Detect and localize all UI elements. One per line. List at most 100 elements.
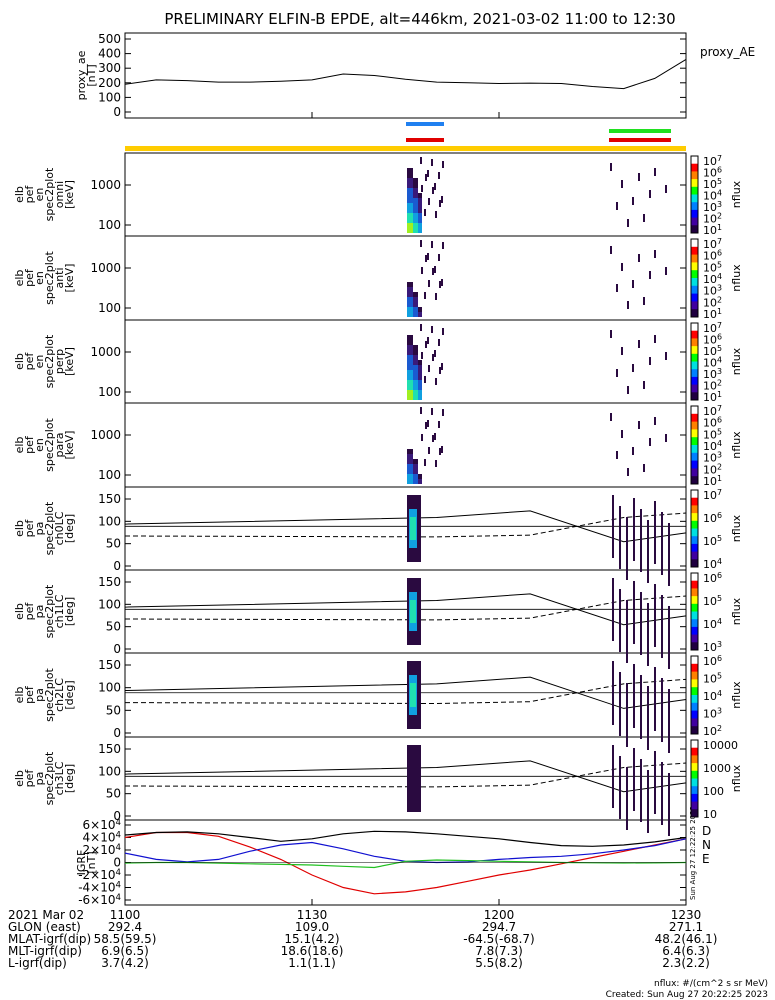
colorbar-tick: 104 [703,689,722,703]
colorbar-segment [691,619,698,628]
spectrogram-speck [621,347,623,355]
panel-ylabel: proxy_ae [75,50,88,100]
spectrogram-cell [413,469,418,474]
spectrogram-speck [627,468,629,476]
spectrogram-speck [435,378,437,385]
colorbar-tick: 106 [703,166,722,180]
colorbar-segment [691,421,698,430]
colorbar-tick: 107 [703,154,722,168]
colorbar-segment [691,747,698,756]
panel-ylabel: elb [13,353,26,370]
panel-ylabel: perp [53,349,66,374]
colorbar-frame [690,655,699,735]
footer-value: 1200 [484,908,515,922]
y-tick-label: 4×104 [83,831,121,845]
spectrogram-cell [413,183,418,188]
spectrogram-speck [424,376,426,383]
colorbar-tick: 107 [703,321,722,335]
spectrogram-speck [442,161,444,168]
colorbar-segment [691,262,698,271]
spectrogram-cell [407,340,413,345]
colorbar-segment [691,460,698,469]
y-tick-label: -6×104 [78,893,121,907]
colorbar-tick: 103 [703,200,722,214]
colorbar-label: nflux [730,347,743,375]
spectrogram-cell [407,213,413,218]
y-tick-label: 100 [98,681,121,695]
pa-core-inner [410,517,416,540]
panel-frame [124,569,687,654]
colorbar-frame [690,238,699,318]
panel-ylabel: para [53,433,66,458]
spectrogram-speck [420,240,422,247]
spectrogram-cell [418,203,422,208]
y-tick-label: 50 [106,703,121,717]
colorbar-tick: 102 [703,724,722,738]
spectrogram-speck [654,417,656,425]
spectrogram-cell [407,183,413,188]
y-tick-label: 0 [113,105,121,119]
footer-value: 7.8(7.3) [475,944,523,958]
pa-speck [640,592,642,655]
y-tick-label: 0 [113,642,121,656]
pa-speck [619,589,621,652]
spectrogram-speck [643,381,645,389]
panel-ylabel: omni [53,181,66,208]
colorbar-frame [690,489,699,568]
colorbar-segment [691,793,698,803]
spectrogram-cell [418,223,422,228]
spectrogram-speck [649,271,651,279]
colorbar-label: nflux [730,764,743,792]
colorbar-segment [691,536,698,545]
colorbar-segment [691,278,698,287]
legend-d: D [702,824,711,838]
panel-frame [124,736,687,821]
spectrogram-speck [439,281,441,288]
y-tick-label: 0 [113,809,121,823]
legend-n: N [702,838,711,852]
panel-ylabel: pef [23,769,36,788]
pa-speck [654,667,656,731]
colorbar-segment [691,330,698,339]
spectrogram-speck [431,408,433,415]
spectrogram-speck [441,196,443,203]
colorbar-tick: 101 [703,223,722,237]
spectrogram-cell [407,479,413,484]
spectrogram-speck [621,263,623,271]
panel-ylabel: spec2plot [43,167,56,221]
colorbar-label: nflux [730,681,743,709]
colorbar-segment [691,580,698,589]
colorbar-segment [691,353,698,362]
anti-loss-cone-line [124,762,687,788]
spectrogram-speck [428,365,430,372]
colorbar-segment [691,559,698,568]
spectrogram-cell [407,350,413,355]
panel-frame [124,235,687,321]
spectrogram-speck [427,170,429,177]
colorbar-tick: 106 [703,571,722,585]
pa-speck [619,672,621,736]
spectrogram-speck [432,435,434,442]
proxy-ae-plot [124,58,687,90]
pa-speck [619,756,621,819]
pa-core-inner [410,600,416,623]
spectrogram-speck [427,253,429,260]
colorbar-segment [691,437,698,446]
colorbar-tick: 105 [703,177,722,191]
spectrogram-speck [632,364,634,372]
spectrogram-speck [424,209,426,216]
pa-speck [668,606,670,669]
spectrogram-cell [418,360,422,365]
colorbar-segment [691,520,698,529]
footer-value: 6.4(6.3) [662,944,710,958]
y-tick-label: -4×104 [78,881,121,895]
colorbar-segment [691,239,698,248]
spectrogram-cell [407,370,413,375]
y-tick-label: 50 [106,787,121,801]
spectrogram-cell [418,390,422,395]
colorbar-label: nflux [730,264,743,292]
pa-speck [668,773,670,836]
pa-speck [640,759,642,822]
pa-speck [647,770,649,833]
